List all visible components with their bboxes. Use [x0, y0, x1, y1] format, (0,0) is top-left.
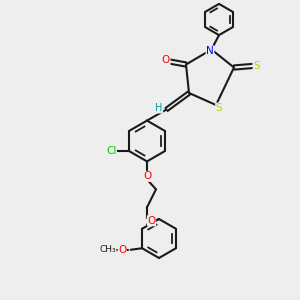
Text: O: O: [143, 171, 151, 182]
Text: O: O: [118, 245, 126, 255]
Text: S: S: [253, 61, 260, 71]
Text: O: O: [162, 55, 170, 65]
Text: CH₃: CH₃: [99, 245, 116, 254]
Text: O: O: [147, 216, 156, 226]
Text: S: S: [216, 103, 222, 113]
Text: H: H: [155, 103, 163, 113]
Text: N: N: [206, 46, 214, 56]
Text: Cl: Cl: [106, 146, 116, 156]
